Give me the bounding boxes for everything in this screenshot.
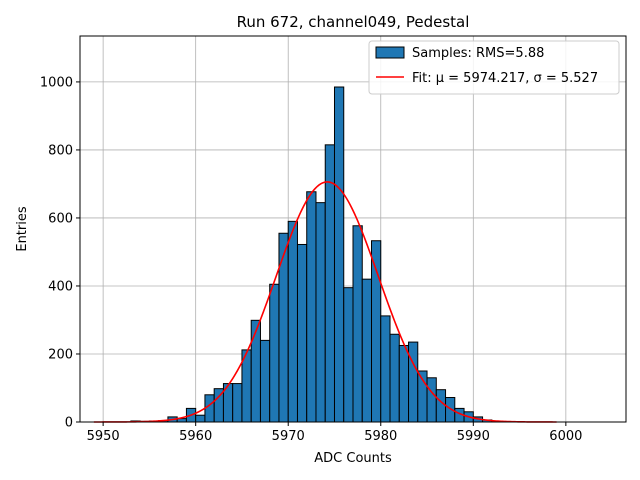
histogram-bar	[398, 344, 410, 423]
x-tick-label: 5980	[364, 429, 397, 444]
legend-histogram-swatch	[375, 46, 405, 59]
y-tick-label: 600	[48, 211, 73, 226]
y-tick-label: 0	[65, 416, 73, 431]
histogram-bar	[306, 191, 317, 423]
histogram-bar	[361, 278, 373, 423]
x-tick-label: 5990	[457, 429, 490, 444]
x-tick-label: 5950	[87, 429, 120, 444]
x-axis-ticks: 5950 5960 5970 5980 5990 6000	[87, 422, 582, 444]
chart-title: Run 672, channel049, Pedestal	[237, 13, 470, 31]
y-tick-label: 400	[48, 279, 73, 294]
histogram-bar	[278, 232, 289, 423]
legend: Samples: RMS=5.88 Fit: μ = 5974.217, σ =…	[368, 40, 620, 95]
x-tick-label: 6000	[549, 429, 582, 444]
y-axis-label: Entries	[15, 206, 30, 252]
x-axis-label: ADC Counts	[314, 451, 392, 466]
legend-box	[368, 40, 620, 95]
histogram-bar	[408, 341, 419, 423]
y-tick-label: 1000	[40, 75, 73, 90]
y-tick-label: 200	[48, 347, 73, 362]
histogram-bar	[343, 287, 354, 423]
histogram-bar	[195, 414, 206, 423]
histogram-bars	[130, 86, 502, 423]
histogram-bar	[352, 225, 363, 423]
histogram-bar	[380, 315, 391, 423]
legend-fit-label: Fit: μ = 5974.217, σ = 5.527	[412, 71, 598, 86]
y-axis-ticks: 0 200 400 600 800 1000	[40, 75, 80, 431]
histogram-bar	[389, 333, 400, 423]
histogram-bar	[232, 383, 243, 423]
histogram-bar	[324, 144, 335, 423]
x-tick-label: 5960	[179, 429, 212, 444]
histogram-bar	[259, 339, 271, 423]
histogram-bar	[333, 86, 345, 423]
histogram-bar	[435, 389, 447, 423]
x-tick-label: 5970	[272, 429, 305, 444]
fit-curve	[93, 181, 557, 423]
histogram-bar	[315, 202, 326, 423]
histogram-bar	[287, 220, 298, 423]
histogram-bar	[204, 394, 215, 423]
legend-histogram-label: Samples: RMS=5.88	[412, 46, 544, 61]
fit-curve-group	[93, 181, 557, 423]
histogram-bar	[426, 377, 437, 423]
histogram-bar	[250, 319, 261, 423]
plot-frame	[79, 35, 627, 423]
histogram-bar	[269, 283, 280, 423]
histogram-bar	[296, 243, 308, 423]
y-tick-label: 800	[48, 143, 73, 158]
